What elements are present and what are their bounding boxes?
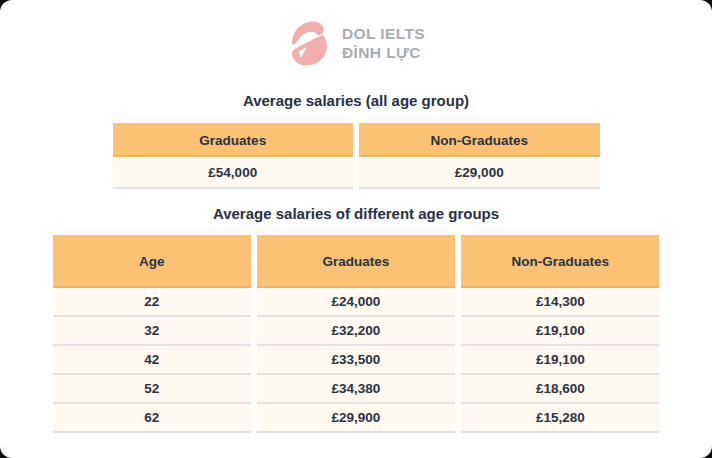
summary-value-non-graduates: £29,000 (359, 157, 600, 189)
summary-table: Graduates Non-Graduates £54,000 £29,000 (113, 123, 600, 189)
age-table: AgeGraduatesNon-Graduates 22£24,000£14,30… (53, 235, 660, 433)
salary-cell: £34,380 (257, 375, 455, 404)
brand-logo: DOL IELTS ĐÌNH LỰC (0, 0, 712, 68)
salary-cell: £33,500 (257, 346, 455, 375)
age-table-title: Average salaries of different age groups (0, 205, 712, 222)
brand-name-line1: DOL IELTS (342, 24, 425, 43)
brand-name: DOL IELTS ĐÌNH LỰC (342, 24, 425, 62)
summary-header-graduates: Graduates (113, 123, 354, 157)
salary-cell: £19,100 (461, 346, 659, 375)
age-cell: 42 (53, 346, 251, 375)
summary-value-graduates: £54,000 (113, 157, 354, 189)
infographic-card: DOL IELTS ĐÌNH LỰC Average salaries (all… (0, 0, 712, 458)
age-cell: 22 (53, 288, 251, 317)
summary-header-non-graduates: Non-Graduates (359, 123, 600, 157)
age-table-header-cell: Graduates (257, 235, 455, 288)
salary-cell: £19,100 (461, 317, 659, 346)
salary-cell: £14,300 (461, 288, 659, 317)
dol-d-swoosh-icon (287, 18, 331, 68)
salary-cell: £29,900 (257, 404, 455, 433)
salary-cell: £32,200 (257, 317, 455, 346)
age-cell: 32 (53, 317, 251, 346)
salary-cell: £24,000 (257, 288, 455, 317)
salary-cell: £15,280 (461, 404, 659, 433)
salary-cell: £18,600 (461, 375, 659, 404)
brand-name-line2: ĐÌNH LỰC (342, 43, 425, 62)
age-table-header-cell: Non-Graduates (461, 235, 659, 288)
age-cell: 52 (53, 375, 251, 404)
age-cell: 62 (53, 404, 251, 433)
summary-table-title: Average salaries (all age group) (0, 92, 712, 109)
age-table-header-cell: Age (53, 235, 251, 288)
